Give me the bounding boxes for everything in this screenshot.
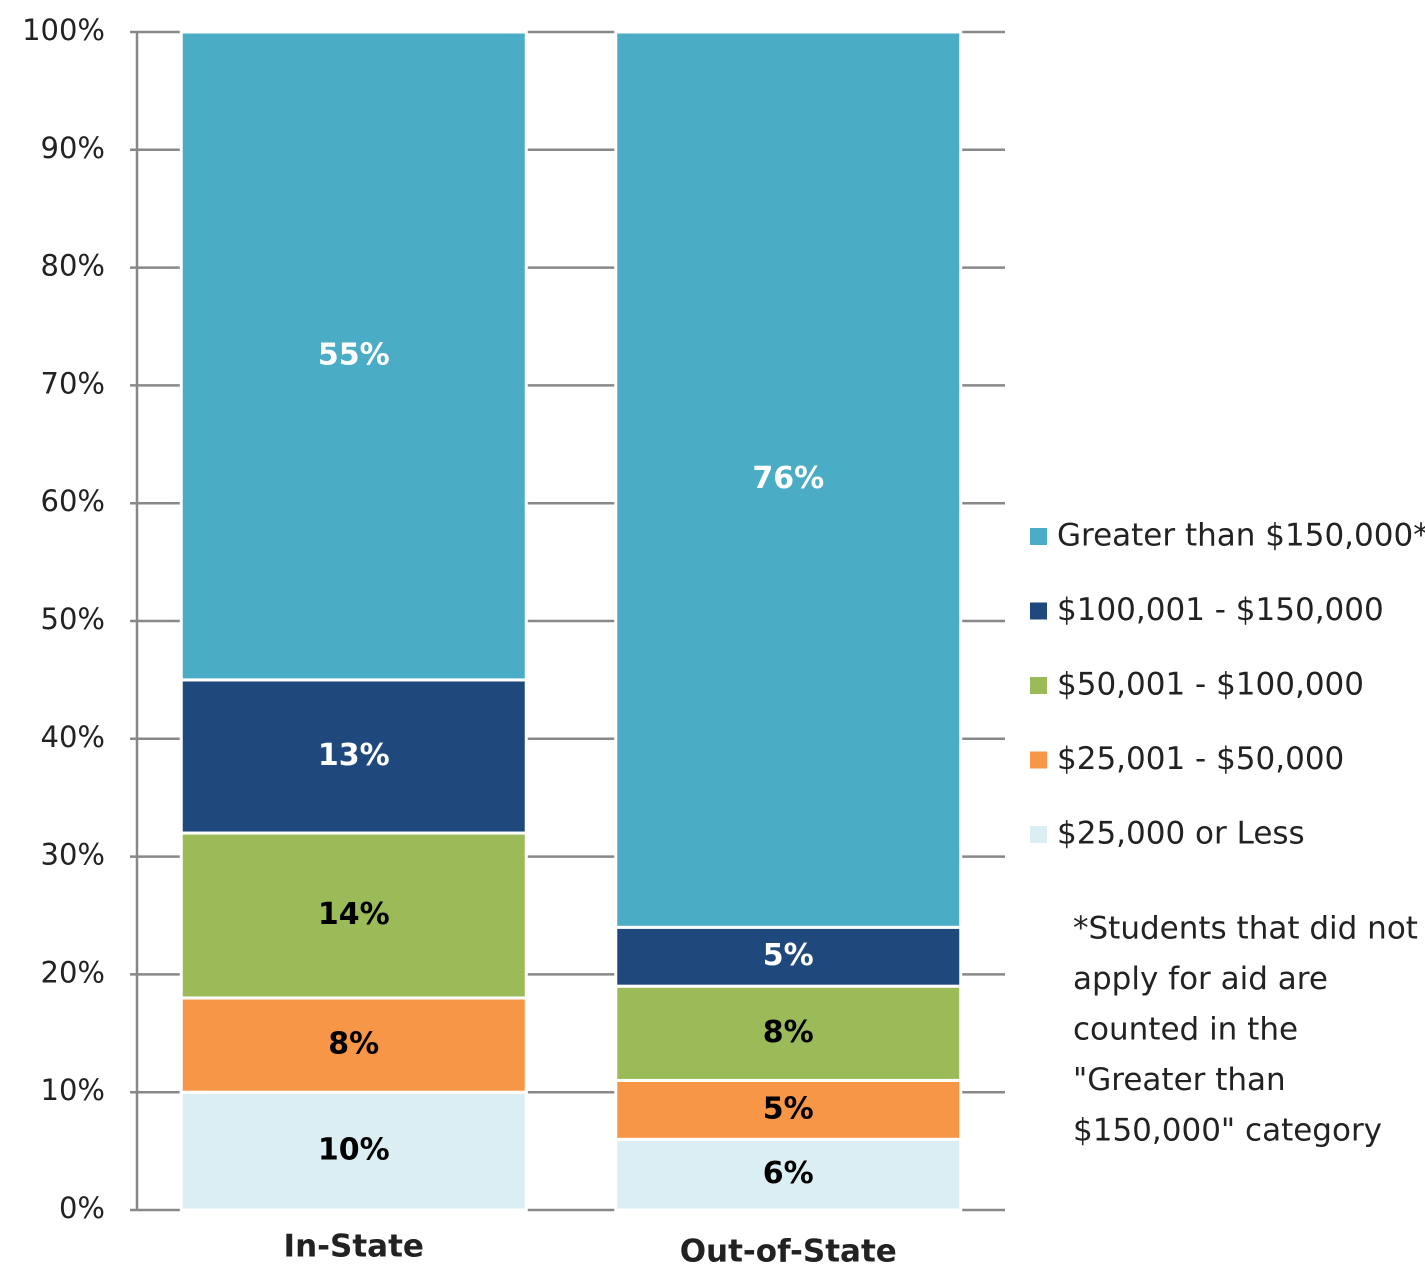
- data-label: 10%: [318, 1133, 390, 1168]
- y-tick-label: 40%: [41, 720, 105, 754]
- y-tick-label: 70%: [41, 366, 105, 400]
- legend-label: $25,000 or Less: [1057, 816, 1305, 852]
- note: apply for aid are: [1073, 961, 1328, 997]
- note: counted in the: [1073, 1012, 1298, 1048]
- x-tick-label: In-State: [284, 1229, 424, 1265]
- data-label: 76%: [752, 461, 824, 496]
- note: *Students that did not: [1073, 911, 1418, 947]
- legend-swatch: [1030, 826, 1047, 843]
- bar-segment: [614, 1137, 963, 1212]
- y-tick-label: 100%: [22, 13, 105, 47]
- legend-label: Greater than $150,000*: [1057, 518, 1425, 554]
- bar-segment: [179, 678, 528, 835]
- y-tick-label: 50%: [41, 602, 105, 636]
- bar-segment: [179, 30, 528, 682]
- data-label: 6%: [763, 1156, 814, 1191]
- legend-swatch: [1030, 751, 1047, 769]
- y-tick-label: 90%: [41, 131, 105, 165]
- y-tick-label: 60%: [41, 484, 105, 518]
- bar-segment: [179, 1090, 528, 1212]
- legend-swatch: [1030, 677, 1047, 694]
- legend-swatch: [1030, 602, 1047, 620]
- bar-segment: [179, 831, 528, 1000]
- note: $150,000" category: [1073, 1113, 1382, 1149]
- x-tick-label: Out-of-State: [680, 1234, 897, 1270]
- y-tick-label: 20%: [41, 955, 105, 989]
- legend-label: $100,001 - $150,000: [1057, 592, 1384, 628]
- y-tick-label: 10%: [41, 1073, 105, 1107]
- bar-segment: [614, 30, 963, 929]
- data-label: 5%: [763, 938, 814, 973]
- legend-swatch: [1030, 528, 1047, 545]
- bar-segment: [614, 984, 963, 1082]
- y-tick-label: 80%: [41, 249, 105, 283]
- note: "Greater than: [1073, 1062, 1286, 1098]
- data-label: 14%: [318, 897, 390, 932]
- legend-label: $25,001 - $50,000: [1057, 741, 1344, 777]
- data-label: 55%: [318, 337, 390, 372]
- bar-segment: [179, 996, 528, 1094]
- data-label: 8%: [763, 1015, 814, 1050]
- data-label: 13%: [318, 738, 390, 773]
- data-label: 5%: [763, 1091, 814, 1126]
- data-label: 8%: [328, 1027, 379, 1062]
- legend-label: $50,001 - $100,000: [1057, 667, 1364, 703]
- y-tick-label: 30%: [41, 838, 105, 872]
- y-tick-label: 0%: [59, 1191, 105, 1225]
